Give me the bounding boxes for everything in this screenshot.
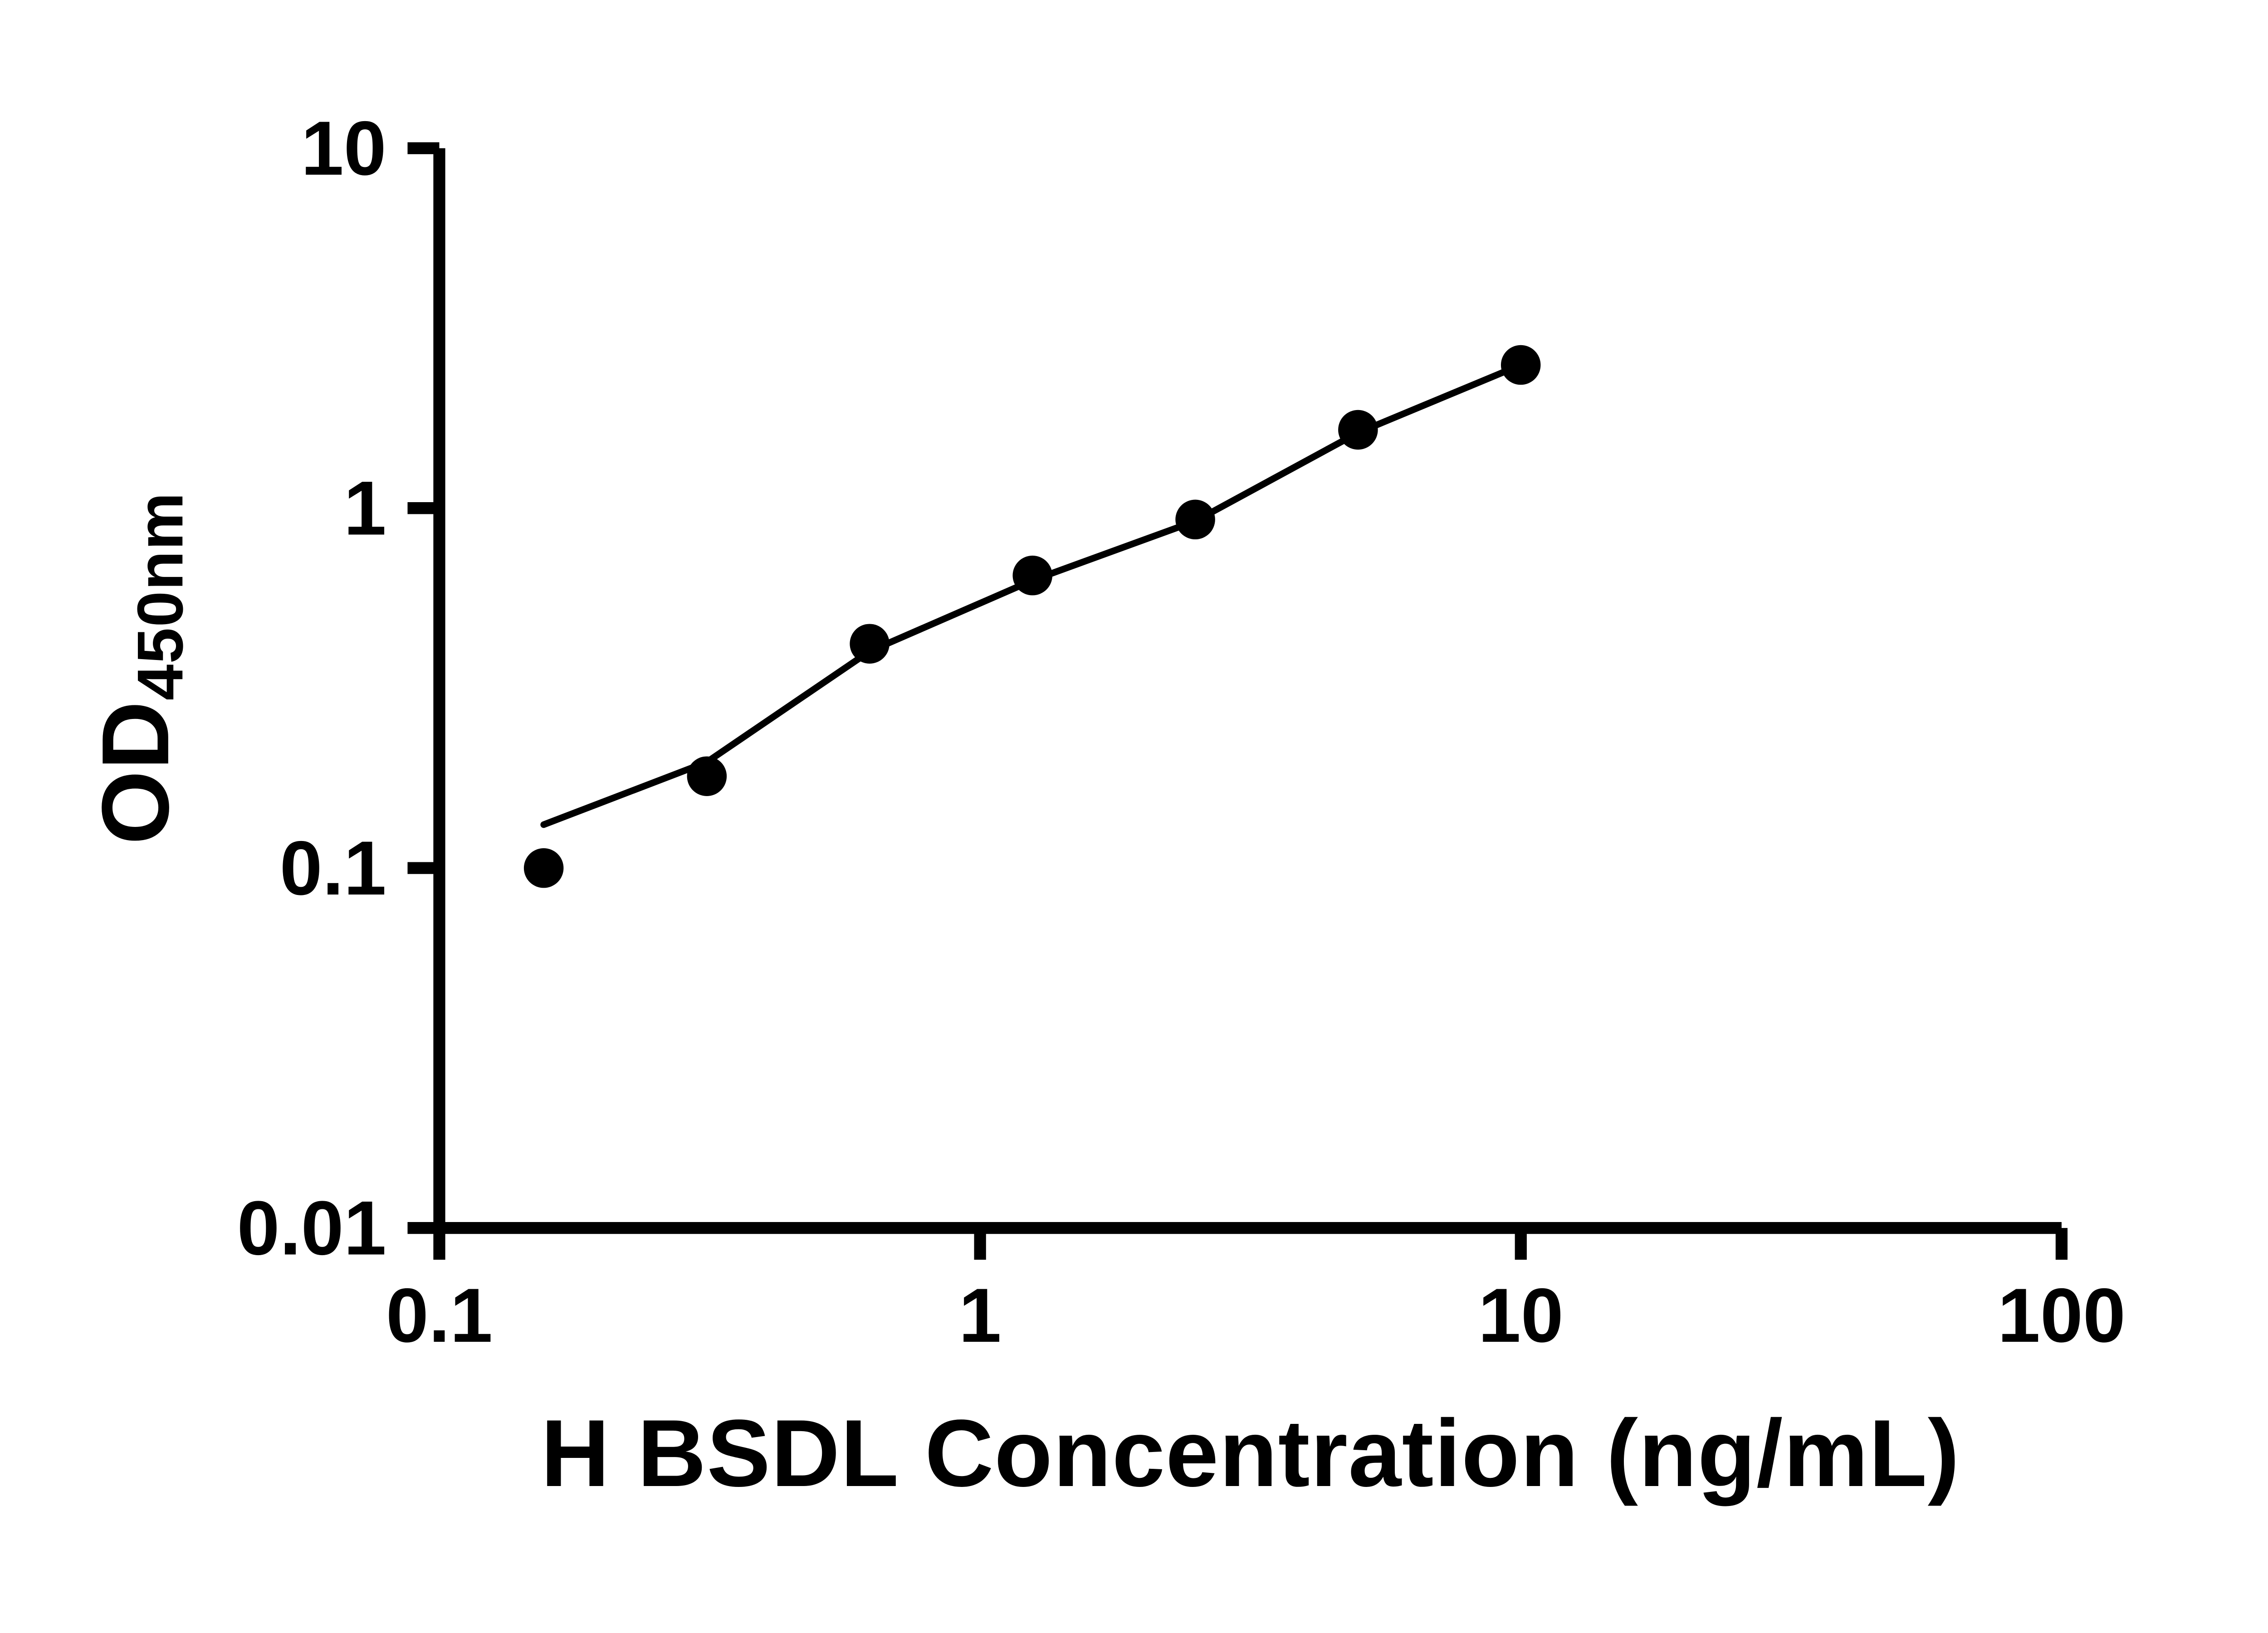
y-tick-label: 0.01: [237, 1185, 386, 1271]
data-point: [1338, 410, 1378, 450]
data-point: [1012, 555, 1053, 596]
x-tick-label: 1: [959, 1272, 1002, 1358]
y-tick-label: 0.1: [280, 825, 386, 911]
y-tick-label: 10: [301, 105, 386, 191]
standard-curve-chart: 0.1 1 10 100 0.01 0.1 1 10 OD450nm H BSDL Conce…: [82, 105, 2126, 1507]
y-axis-title-main: OD: [83, 700, 190, 845]
y-axis-title: OD450nm: [82, 492, 198, 845]
x-axis-title: H BSDL Concentration (ng/mL): [541, 1401, 1960, 1507]
axes-frame: [433, 148, 2062, 1234]
data-point: [1501, 345, 1541, 385]
data-point: [850, 624, 890, 664]
y-axis-title-sub: 450nm: [125, 492, 197, 701]
y-tick-label: 1: [344, 465, 386, 551]
data-point: [1175, 499, 1215, 540]
x-tick-label: 10: [1478, 1272, 1564, 1358]
x-tick-label: 0.1: [386, 1272, 493, 1358]
data-point: [523, 848, 564, 888]
x-tick-label: 100: [1998, 1272, 2126, 1358]
data-point: [687, 756, 727, 796]
